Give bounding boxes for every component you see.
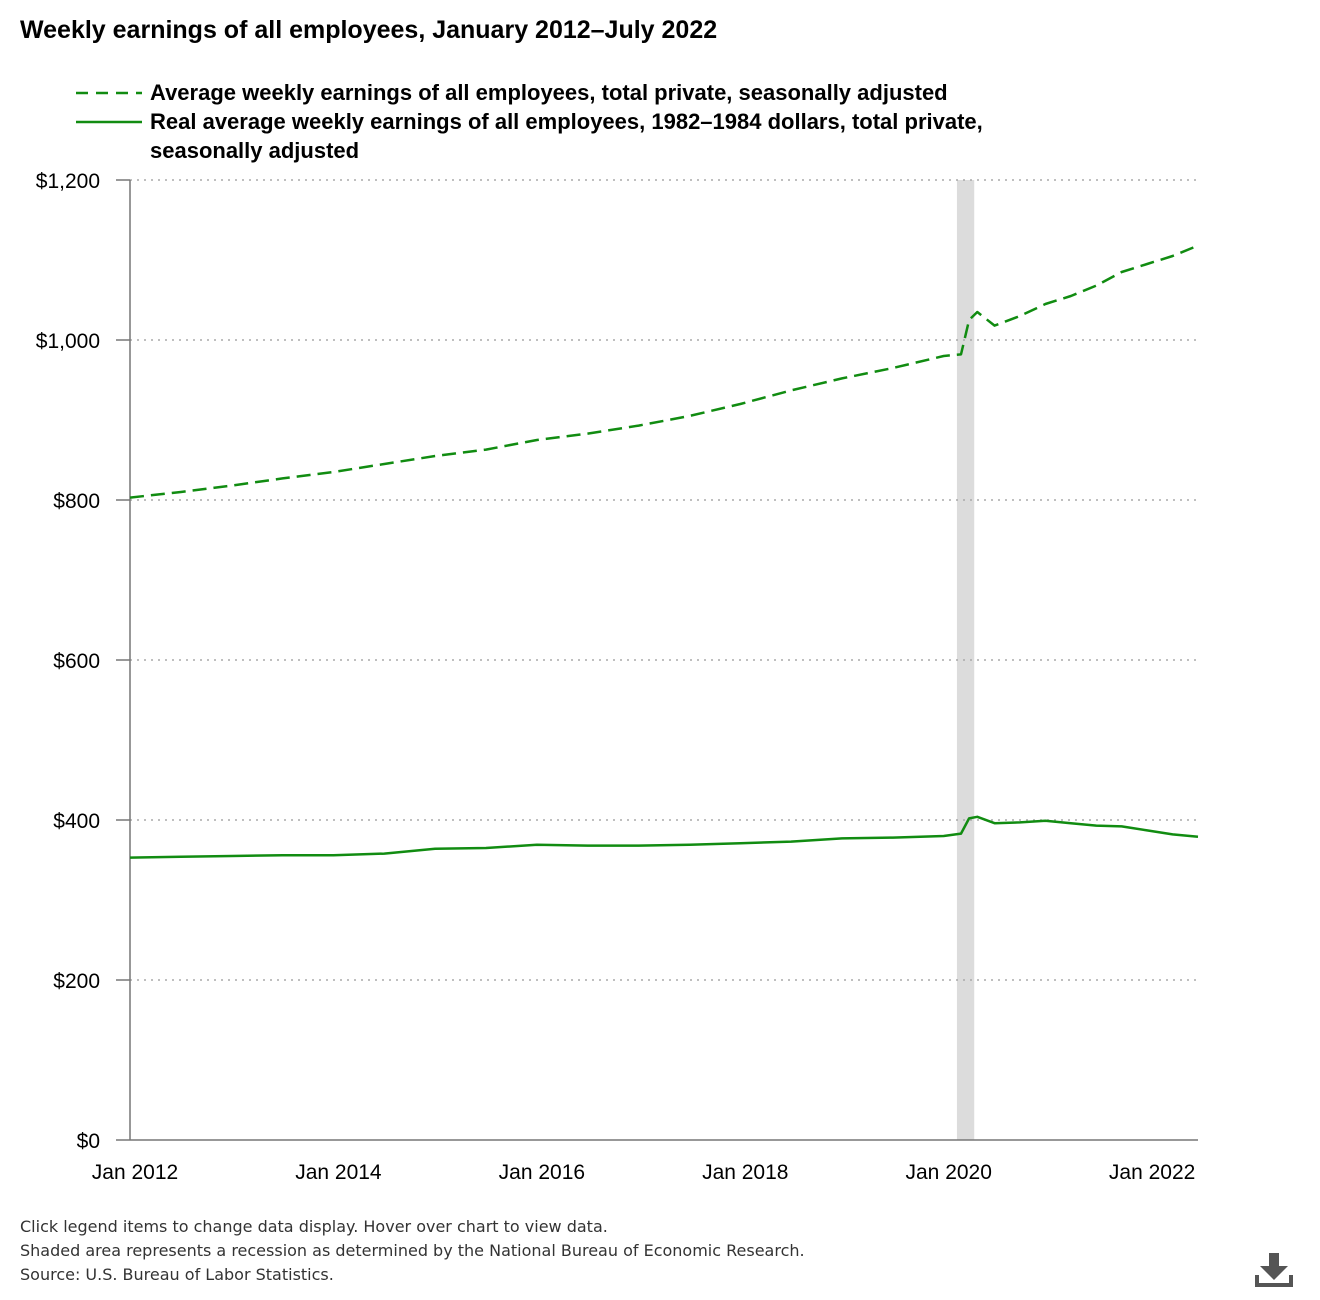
series-line-real (129, 815, 1199, 859)
x-tick-label: Jan 2020 (906, 1161, 992, 1184)
y-tick-label: $200 (53, 970, 100, 993)
x-tick-label: Jan 2022 (1109, 1161, 1195, 1184)
y-tick-label: $600 (53, 650, 100, 673)
chart-notes: Click legend items to change data displa… (20, 1215, 805, 1287)
legend-item-real[interactable]: Real average weekly earnings of all empl… (74, 107, 1074, 165)
download-icon (1255, 1253, 1293, 1287)
line-chart[interactable]: $0 $200 $400 $600 $800 $1,000 $1,200 Jan 2012 Ja… (0, 0, 1320, 1200)
y-tick-label: $400 (53, 810, 100, 833)
x-tick-label: Jan 2014 (295, 1161, 382, 1184)
x-tick-label: Jan 2012 (92, 1161, 178, 1184)
note-recession: Shaded area represents a recession as de… (20, 1241, 805, 1260)
legend-solid-line-icon (76, 120, 142, 124)
note-interaction: Click legend items to change data displa… (20, 1217, 608, 1236)
y-tick-label: $0 (77, 1130, 100, 1153)
chart-title: Weekly earnings of all employees, Januar… (20, 16, 718, 44)
x-tick-label: Jan 2016 (499, 1161, 585, 1184)
y-tick-label: $1,200 (36, 170, 100, 193)
y-tick-label: $800 (53, 490, 100, 513)
series-line-nominal (129, 244, 1199, 499)
legend: Average weekly earnings of all employees… (74, 78, 1074, 165)
legend-label-real: Real average weekly earnings of all empl… (150, 109, 983, 163)
x-tick-label: Jan 2018 (702, 1161, 788, 1184)
y-tick-label: $1,000 (36, 330, 100, 353)
note-source: Source: U.S. Bureau of Labor Statistics. (20, 1265, 334, 1284)
recession-shading (956, 180, 975, 1140)
legend-label-nominal: Average weekly earnings of all employees… (150, 80, 948, 105)
legend-item-nominal[interactable]: Average weekly earnings of all employees… (74, 78, 1074, 107)
download-button[interactable] (1252, 1247, 1296, 1291)
legend-dashed-line-icon (76, 91, 142, 95)
